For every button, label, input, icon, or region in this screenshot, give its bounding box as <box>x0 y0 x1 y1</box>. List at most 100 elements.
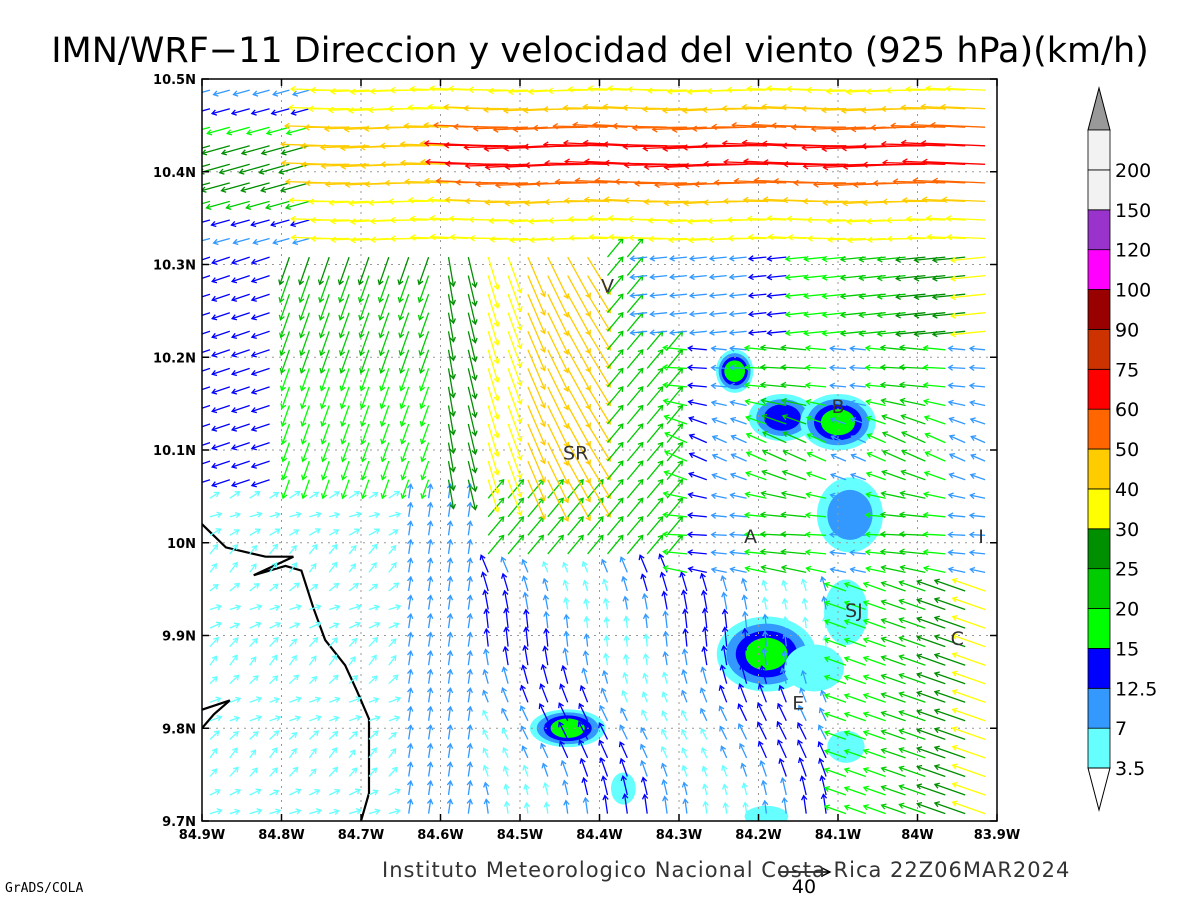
wind-vector-16-31 <box>489 236 528 243</box>
wind-vector-11-23 <box>419 386 430 410</box>
wind-vector-11-18 <box>420 479 430 500</box>
wind-vector-4-0 <box>289 808 302 815</box>
wind-vector-3-29 <box>250 274 270 284</box>
wind-vector-26-20 <box>711 435 727 444</box>
wind-vector-9-18 <box>380 479 390 500</box>
wind-vector-39-29 <box>950 274 986 282</box>
wind-vector-16-11 <box>522 591 529 610</box>
wind-vector-2-7 <box>249 675 259 685</box>
wind-vector-35-16 <box>879 511 906 519</box>
wind-vector-30-11 <box>801 597 809 610</box>
wind-vector-21-12 <box>621 575 628 592</box>
wind-vector-34-17 <box>865 491 886 499</box>
wind-vector-29-17 <box>760 490 787 499</box>
wind-vector-6-3 <box>328 747 338 759</box>
wind-vector-25-25 <box>687 345 707 352</box>
wind-vector-4-12 <box>288 582 300 592</box>
wind-vector-0-35 <box>202 163 211 168</box>
wind-vector-2-34 <box>220 182 250 193</box>
wind-vector-36-17 <box>899 490 926 499</box>
wind-vector-14-20 <box>487 442 500 476</box>
wind-vector-0-5 <box>209 714 223 722</box>
wind-vector-37-37 <box>890 122 946 130</box>
wind-vector-29-5 <box>776 702 787 722</box>
wind-vector-25-30 <box>688 255 707 262</box>
wind-vector-15-14 <box>507 534 525 555</box>
wind-vector-9-2 <box>388 766 398 777</box>
wind-vector-9-11 <box>388 604 402 611</box>
wind-vector-3-33 <box>245 200 270 211</box>
wind-vector-17-8 <box>542 645 549 666</box>
wind-vector-4-33 <box>264 200 290 211</box>
wind-vector-24-39 <box>646 87 687 94</box>
wind-vector-28-27 <box>747 310 767 318</box>
map-gridlines <box>202 79 997 821</box>
wind-vector-8-2 <box>368 767 378 777</box>
colorbar-label-4: 20 <box>1115 599 1139 621</box>
wind-vector-33-13 <box>849 566 866 574</box>
wind-vector-1-18 <box>211 479 231 488</box>
wind-vector-29-37 <box>731 122 787 129</box>
wind-vector-15-36 <box>443 142 509 149</box>
wind-vector-8-39 <box>329 88 369 95</box>
wind-vector-25-19 <box>688 452 708 462</box>
wind-vector-20-10 <box>603 616 610 629</box>
wind-vector-25-13 <box>687 566 707 574</box>
wind-vector-28-11 <box>761 596 769 610</box>
wind-vector-20-20 <box>606 423 624 444</box>
wind-vector-22-6 <box>641 691 648 703</box>
wind-vector-0-13 <box>209 563 218 573</box>
wind-vector-22-24 <box>646 348 664 369</box>
wind-vector-13-9 <box>466 631 473 647</box>
wind-vector-33-25 <box>849 345 866 352</box>
wind-vector-5-7 <box>308 676 318 685</box>
wind-vector-24-29 <box>668 273 687 281</box>
wind-vector-19-10 <box>583 615 591 629</box>
wind-vector-2-0 <box>249 808 263 815</box>
wind-vector-15-28 <box>507 293 523 331</box>
y-tick-label-6: 10.3N <box>153 259 196 274</box>
colorbar-top-arrow <box>1087 86 1111 131</box>
wind-vector-37-32 <box>905 215 946 223</box>
wind-vector-37-1 <box>916 783 946 796</box>
wind-vector-29-25 <box>759 344 787 351</box>
wind-vector-9-12 <box>388 582 400 592</box>
wind-vector-7-10 <box>348 621 361 629</box>
wind-vector-15-39 <box>467 86 509 94</box>
wind-vector-7-36 <box>299 142 350 150</box>
wind-vector-17-9 <box>543 627 550 647</box>
colorbar-label-9: 60 <box>1115 399 1139 421</box>
wind-vector-5-32 <box>289 219 310 228</box>
colorbar-label-6: 30 <box>1115 519 1139 541</box>
wind-vector-32-36 <box>781 142 846 150</box>
wind-vector-5-28 <box>298 293 310 321</box>
wind-vector-1-23 <box>211 386 231 395</box>
wind-vector-24-17 <box>662 490 688 499</box>
wind-vector-15-5 <box>501 707 509 722</box>
wind-vector-16-20 <box>527 442 547 483</box>
colorbar-swatch-4 <box>1087 568 1111 609</box>
wind-vector-25-6 <box>699 687 708 703</box>
wind-vector-16-39 <box>487 87 528 95</box>
wind-vector-38-39 <box>924 85 966 92</box>
wind-vector-13-2 <box>466 761 473 777</box>
wind-vector-35-29 <box>876 274 906 282</box>
y-axis: 9.7N 9.8N 9.9N 10N 10.1N 10.2N 10.3N 10.4N 10.5N <box>153 73 997 830</box>
wind-vector-36-24 <box>898 364 926 371</box>
wind-vector-8-26 <box>358 331 370 357</box>
wind-vector-35-8 <box>880 655 906 666</box>
wind-vector-38-15 <box>947 531 966 538</box>
wind-vector-38-2 <box>933 764 966 778</box>
wind-vector-31-26 <box>803 329 827 337</box>
place-label-i: I <box>978 526 984 548</box>
wind-vector-38-7 <box>933 671 966 685</box>
wind-vector-8-1 <box>368 789 379 796</box>
wind-vector-20-27 <box>607 293 624 314</box>
wind-vector-38-27 <box>931 312 966 319</box>
wind-vector-15-16 <box>507 497 525 518</box>
wind-vector-22-3 <box>639 743 648 759</box>
wind-vector-33-4 <box>843 730 867 741</box>
wind-vector-11-20 <box>420 442 430 463</box>
wind-vector-36-14 <box>898 548 926 556</box>
wind-vector-14-0 <box>483 798 490 814</box>
